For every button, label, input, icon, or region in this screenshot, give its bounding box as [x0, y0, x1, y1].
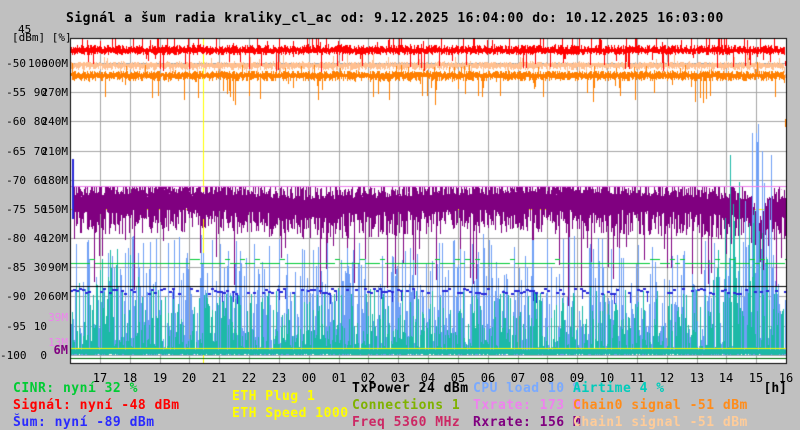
y-axis-label-mbit: 90M	[48, 261, 68, 274]
legend-noise: Šum: nyní -89 dBm	[13, 415, 155, 430]
x-axis-unit-label: [h]	[763, 381, 787, 396]
x-axis-hour-label: 21	[211, 371, 227, 385]
legend-cinr: CINR: nyní 32 %	[13, 381, 138, 396]
y-axis-label-dbm: -80	[6, 232, 26, 245]
y-axis-label-mbit: 300M	[41, 57, 69, 70]
graph-title: Signál a šum radia kraliky_cl_ac od: 9.1…	[66, 11, 724, 26]
x-axis-hour-label: 11	[629, 371, 645, 385]
x-axis-hour-label: 03	[390, 371, 406, 385]
x-axis-hour-label: 04	[420, 371, 436, 385]
y-axis-label-mbit: 270M	[41, 86, 69, 99]
y-axis-label-pct: 40	[33, 232, 47, 245]
x-axis-hour-label: 05	[450, 371, 466, 385]
y-axis-label-dbm: -100	[0, 349, 27, 362]
y-axis-label-mbit: 240M	[41, 115, 69, 128]
y-axis-label-pct: 60	[33, 174, 47, 187]
legend-txrate: Txrate: 173 M	[473, 398, 582, 413]
x-axis-hour-label: 12	[659, 371, 675, 385]
y-axis-label-dbm: -50	[6, 57, 26, 70]
x-axis-hour-label: 07	[510, 371, 526, 385]
x-axis-hour-label: 16	[778, 371, 794, 385]
legend-eth-speed: ETH Speed 1000	[232, 406, 349, 421]
legend-chain0: Chain0 signal -51 dBm	[573, 398, 748, 413]
y-axis-label-dbm: -60	[6, 115, 26, 128]
y-axis-extra-label: 13M	[48, 336, 68, 349]
legend-freq: Freq 5360 MHz	[352, 415, 461, 430]
y-axis-label-pct: 20	[33, 290, 47, 303]
y-axis-label-dbm: -90	[6, 290, 26, 303]
y-axis-label-mbit: 120M	[41, 232, 69, 245]
y-axis-label-pct: 10	[33, 320, 47, 333]
y-axis-label-dbm: -85	[6, 261, 26, 274]
x-axis-hour-label: 18	[122, 371, 138, 385]
y-axis-label-pct: 50	[33, 203, 47, 216]
y-axis-top-label: 45	[18, 23, 32, 36]
x-axis-hour-label: 09	[569, 371, 585, 385]
x-axis-hour-label: 10	[599, 371, 615, 385]
y-axis-label-pct: 0	[40, 349, 47, 362]
y-axis-label-mbit: 210M	[41, 145, 69, 158]
x-axis-hour-label: 19	[152, 371, 168, 385]
x-axis-hour-label: 02	[360, 371, 376, 385]
x-axis-hour-label: 08	[539, 371, 555, 385]
y-axis-label-pct: 30	[33, 261, 47, 274]
legend-cpu-load: CPU load 10 %	[473, 381, 582, 396]
x-axis-hour-label: 20	[181, 371, 197, 385]
x-axis-hour-label: 22	[241, 371, 257, 385]
y-axis-unit-label: [dBm] [%]	[12, 31, 72, 44]
y-axis-label-mbit: 150M	[41, 203, 69, 216]
y-axis-label-dbm: -75	[6, 203, 26, 216]
y-axis-label-pct: 80	[33, 115, 47, 128]
y-axis-label-pct: 70	[33, 145, 47, 158]
x-axis-hour-label: 00	[301, 371, 317, 385]
x-axis-hour-label: 13	[689, 371, 705, 385]
y-axis-extra-label: 39M	[48, 311, 68, 324]
y-axis-extra-label: 6M	[53, 343, 68, 357]
y-axis-label-mbit: 180M	[41, 174, 69, 187]
legend-airtime: Airtime 4 %	[573, 381, 665, 396]
x-axis-hour-label: 15	[748, 371, 764, 385]
y-axis-label-mbit: 60M	[48, 290, 68, 303]
x-axis-hour-label: 01	[331, 371, 347, 385]
legend-signal: Signál: nyní -48 dBm	[13, 398, 180, 413]
legend-chain1: Chain1 signal -51 dBm	[573, 415, 748, 430]
legend-rxrate: Rxrate: 156 M	[473, 415, 582, 430]
y-axis-label-dbm: -65	[6, 145, 26, 158]
y-axis-label-pct: 90	[33, 86, 47, 99]
y-axis-label-dbm: -95	[6, 320, 26, 333]
x-axis-hour-label: 23	[271, 371, 287, 385]
legend-txpower: TxPower 24 dBm	[352, 381, 469, 396]
legend-connections: Connections 1	[352, 398, 461, 413]
x-axis-hour-label: 14	[718, 371, 734, 385]
x-axis-hour-label: 06	[480, 371, 496, 385]
y-axis-label-pct: 100	[28, 57, 48, 70]
legend-eth-plug: ETH Plug 1	[232, 389, 316, 404]
y-axis-label-dbm: -70	[6, 174, 26, 187]
y-axis-label-dbm: -55	[6, 86, 26, 99]
x-axis-hour-label: 17	[92, 371, 108, 385]
